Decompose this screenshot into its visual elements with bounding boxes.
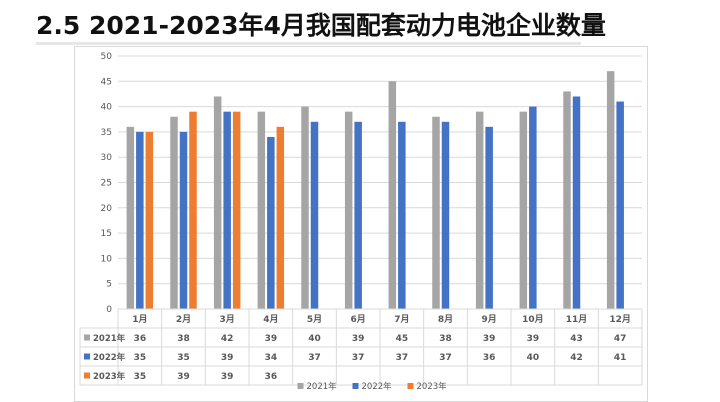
x-tick-label: 10月: [522, 314, 544, 325]
bar-2022年-9月: [485, 126, 493, 309]
bar-2022年-5月: [310, 121, 319, 309]
x-tick-label: 2月: [176, 314, 191, 325]
table-value: 39: [221, 353, 234, 363]
table-value: 39: [177, 372, 190, 382]
table-value: 39: [221, 372, 234, 382]
bar-2022年-12月: [616, 101, 624, 309]
table-value: 37: [308, 353, 321, 363]
table-series-label: 2023年: [93, 371, 126, 382]
y-tick-label: 25: [101, 179, 112, 189]
bar-2023年-3月: [232, 111, 241, 309]
table-value: 37: [396, 353, 409, 363]
table-value: 40: [527, 353, 540, 363]
bar-2023年-4月: [276, 126, 285, 309]
bar-2022年-2月: [179, 131, 188, 309]
bar-2021年-12月: [606, 71, 615, 310]
table-value: 36: [134, 334, 147, 344]
table-series-label: 2021年: [93, 333, 126, 344]
legend-swatch: [352, 383, 359, 389]
slide-title: 2.5 2021-2023年4月我国配套动力电池企业数量: [36, 11, 606, 40]
bar-2022年-11月: [572, 96, 581, 309]
y-tick-label: 30: [101, 153, 113, 163]
legend-swatch: [407, 383, 414, 389]
bar-2021年-9月: [475, 111, 484, 309]
x-tick-label: 4月: [263, 314, 278, 325]
legend-swatch: [297, 383, 304, 389]
table-value: 38: [439, 334, 452, 344]
y-tick-label: 45: [101, 77, 112, 87]
bar-2021年-2月: [170, 116, 178, 309]
table-value: 35: [134, 353, 147, 363]
bar-2022年-1月: [136, 131, 144, 309]
y-tick-label: 15: [101, 229, 112, 239]
legend-label: 2022年: [362, 381, 393, 392]
table-value: 43: [570, 334, 583, 344]
legend-label: 2021年: [307, 381, 338, 392]
table-series-label: 2022年: [93, 352, 126, 363]
y-tick-label: 40: [101, 103, 113, 113]
bar-2021年-1月: [126, 126, 135, 309]
x-tick-label: 6月: [351, 314, 366, 325]
bar-2021年-5月: [301, 106, 309, 309]
table-value: 35: [134, 372, 147, 382]
bar-2021年-3月: [213, 96, 222, 309]
x-tick-label: 8月: [438, 314, 453, 325]
legend-label: 2023年: [417, 381, 448, 392]
table-legend-key: [84, 353, 90, 360]
bar-2021年-7月: [388, 81, 397, 309]
y-tick-label: 50: [101, 52, 113, 62]
bar-2022年-10月: [529, 106, 537, 309]
table-value: 37: [439, 353, 452, 363]
bar-2022年-3月: [223, 111, 231, 309]
table-value: 47: [614, 334, 627, 344]
table-value: 38: [177, 334, 190, 344]
bar-2023年-1月: [145, 131, 154, 309]
bar-2022年-8月: [441, 121, 450, 309]
table-value: 39: [265, 334, 278, 344]
bar-2021年-10月: [519, 111, 528, 309]
bar-2023年-2月: [189, 111, 197, 309]
table-value: 45: [396, 334, 409, 344]
table-value: 35: [177, 353, 190, 363]
table-value: 41: [614, 353, 627, 363]
x-tick-label: 5月: [307, 314, 322, 325]
y-tick-label: 35: [101, 128, 112, 138]
y-tick-label: 5: [106, 280, 112, 290]
bar-2021年-4月: [257, 111, 266, 309]
table-legend-key: [84, 372, 90, 379]
bar-2021年-8月: [432, 116, 440, 309]
x-tick-label: 7月: [394, 314, 409, 325]
title-underline: [36, 42, 581, 45]
y-tick-label: 0: [106, 305, 112, 315]
y-tick-label: 10: [101, 254, 113, 264]
table-legend-key: [84, 334, 90, 341]
bar-2021年-11月: [563, 91, 571, 309]
x-tick-label: 3月: [220, 314, 235, 325]
table-value: 37: [352, 353, 365, 363]
bar-2021年-6月: [344, 111, 353, 309]
table-value: 42: [570, 353, 583, 363]
table-value: 39: [352, 334, 365, 344]
x-tick-label: 1月: [132, 314, 147, 325]
x-tick-label: 11月: [566, 314, 588, 325]
x-tick-label: 9月: [482, 314, 497, 325]
bar-2022年-6月: [354, 121, 362, 309]
table-value: 40: [308, 334, 321, 344]
table-value: 34: [265, 353, 278, 363]
table-value: 42: [221, 334, 234, 344]
table-value: 36: [483, 353, 496, 363]
bar-2022年-4月: [267, 136, 275, 309]
x-tick-label: 12月: [609, 314, 631, 325]
table-value: 39: [527, 334, 540, 344]
table-value: 39: [483, 334, 496, 344]
table-value: 36: [265, 372, 278, 382]
y-tick-label: 20: [101, 204, 113, 214]
bar-2022年-7月: [398, 121, 406, 309]
